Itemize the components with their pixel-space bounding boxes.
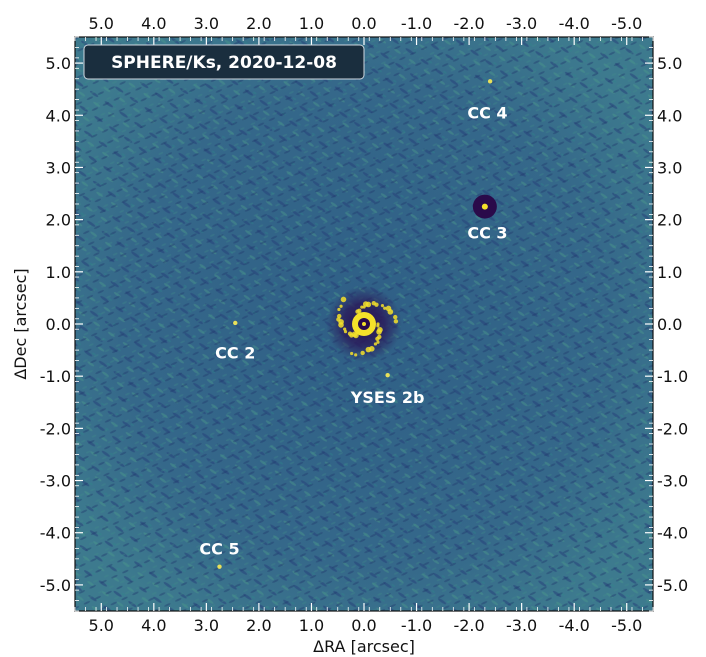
y-tick-label-left: -5.0 [40, 576, 71, 595]
star-speckle [373, 342, 378, 346]
y-tick-label-left: -1.0 [40, 367, 71, 386]
x-tick-label-top: -2.0 [453, 14, 484, 33]
x-tick-label-top: -5.0 [611, 14, 642, 33]
star-speckle [380, 304, 385, 308]
source-label: CC 4 [467, 104, 507, 123]
star-speckle [365, 346, 372, 353]
y-tick-label-right: 3.0 [657, 158, 682, 177]
x-tick-label-top: 3.0 [194, 14, 219, 33]
y-tick-label-right: 2.0 [657, 211, 682, 230]
x-tick-label-bottom: 2.0 [246, 616, 271, 635]
companion-point [217, 564, 222, 569]
star-speckle [337, 307, 341, 312]
y-tick-label-right: 0.0 [657, 315, 682, 334]
star-speckle [347, 331, 353, 336]
source-label: CC 5 [199, 539, 239, 558]
figure-title: SPHERE/Ks, 2020-12-08 [111, 53, 337, 73]
star-speckle [383, 306, 387, 310]
sources-layer [217, 79, 497, 569]
star-speckle [338, 319, 344, 325]
x-tick-label-bottom: -3.0 [506, 616, 537, 635]
star-speckle [350, 351, 354, 356]
star-speckle [343, 327, 347, 331]
x-tick-label-top: -4.0 [559, 14, 590, 33]
x-axis-label: ΔRA [arcsec] [313, 637, 415, 656]
star-speckle [376, 340, 380, 344]
y-tick-label-left: -2.0 [40, 419, 71, 438]
y-tick-label-left: -4.0 [40, 524, 71, 543]
x-tick-label-top: -3.0 [506, 14, 537, 33]
star-speckle [337, 313, 342, 319]
y-tick-label-left: 3.0 [46, 158, 71, 177]
x-tick-label-bottom: -4.0 [559, 616, 590, 635]
y-tick-label-right: -1.0 [657, 367, 688, 386]
star-speckle [360, 305, 364, 309]
source-label: CC 3 [467, 224, 507, 243]
y-tick-label-right: 4.0 [657, 106, 682, 125]
x-tick-label-bottom: 5.0 [89, 616, 114, 635]
star-speckle [351, 331, 358, 338]
star-speckle [387, 309, 394, 315]
x-tick-label-top: 2.0 [246, 14, 271, 33]
title-box: SPHERE/Ks, 2020-12-08 [83, 44, 365, 80]
source-label: CC 2 [215, 344, 255, 363]
x-tick-label-bottom: -2.0 [453, 616, 484, 635]
star-speckle [339, 304, 343, 308]
annotations-layer: CC 4 CC 3 CC 2 YSES 2b CC 5 [199, 104, 507, 559]
x-tick-label-bottom: 3.0 [194, 616, 219, 635]
star-speckle [362, 305, 366, 309]
star-speckle [340, 296, 347, 303]
cc3-core [481, 203, 488, 210]
companion-point [385, 372, 390, 378]
y-tick-label-right: 5.0 [657, 54, 682, 73]
companion-point [233, 320, 238, 326]
x-tick-label-bottom: 4.0 [141, 616, 166, 635]
x-tick-label-bottom: 1.0 [299, 616, 324, 635]
y-tick-label-left: 1.0 [46, 263, 71, 282]
star-speckle [375, 336, 380, 342]
y-tick-label-left: 4.0 [46, 106, 71, 125]
y-tick-label-right: -2.0 [657, 419, 688, 438]
y-tick-label-right: -3.0 [657, 472, 688, 491]
star-speckle [365, 301, 372, 308]
star-speckle [393, 319, 399, 324]
y-tick-label-right: -5.0 [657, 576, 688, 595]
star-speckle [354, 353, 358, 357]
companion-point [487, 79, 493, 84]
star-speckle [376, 329, 382, 335]
x-tick-label-top: 4.0 [141, 14, 166, 33]
x-tick-label-bottom: -1.0 [401, 616, 432, 635]
y-tick-label-left: -3.0 [40, 472, 71, 491]
y-tick-label-right: -4.0 [657, 524, 688, 543]
x-tick-label-top: 1.0 [299, 14, 324, 33]
star-speckle [376, 324, 380, 328]
ticks-layer [74, 36, 654, 612]
star-speckle [393, 314, 398, 320]
star-center [362, 322, 366, 326]
star-speckle [343, 330, 348, 334]
star-speckle [357, 308, 362, 314]
x-tick-label-bottom: -5.0 [611, 616, 642, 635]
y-tick-label-left: 5.0 [46, 54, 71, 73]
star-speckle [360, 350, 365, 356]
y-axis-label: ΔDec [arcsec] [11, 268, 30, 379]
x-tick-label-top: 0.0 [351, 14, 376, 33]
y-tick-label-left: 0.0 [46, 315, 71, 334]
x-tick-label-top: 5.0 [89, 14, 114, 33]
image-plot-area [75, 37, 653, 611]
y-tick-label-left: 2.0 [46, 211, 71, 230]
star-speckle [374, 302, 379, 307]
x-tick-label-top: -1.0 [401, 14, 432, 33]
tick-labels-layer: 5.0 5.0 4.0 4.0 3.0 3.0 2.0 2.0 1.0 1.0 0.0 0.0 -1.0… [40, 14, 688, 635]
x-tick-label-bottom: 0.0 [351, 616, 376, 635]
source-label: YSES 2b [350, 388, 425, 407]
y-tick-label-right: 1.0 [657, 263, 682, 282]
